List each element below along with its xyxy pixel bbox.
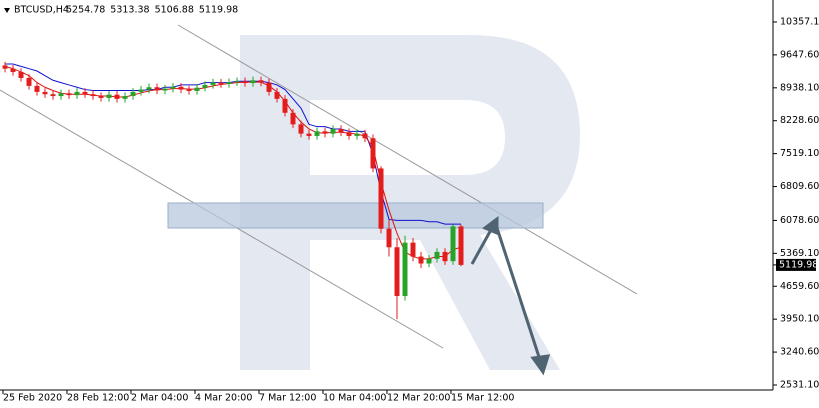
- y-tick-label: 9647.60: [780, 49, 819, 60]
- candle-body: [330, 128, 336, 134]
- candle-body: [98, 96, 104, 98]
- candle-body: [266, 82, 272, 92]
- y-tick-label: 6078.60: [780, 215, 819, 226]
- ohlc-value: 5119.98: [199, 5, 238, 16]
- candle-body: [450, 226, 456, 262]
- y-tick-label: 3240.60: [780, 347, 819, 358]
- candle-body: [434, 251, 440, 259]
- candle-body: [402, 242, 408, 296]
- candle-body: [186, 89, 192, 91]
- candle-body: [10, 68, 16, 72]
- candle-body: [50, 94, 56, 97]
- forecast-arrows: [470, 216, 551, 376]
- candle-body: [74, 91, 80, 96]
- candle-body: [370, 138, 376, 169]
- candle-body: [58, 93, 64, 97]
- candle-body: [26, 77, 32, 86]
- candle-body: [394, 247, 400, 296]
- y-tick-label: 2531.10: [780, 379, 819, 390]
- candle-body: [42, 91, 48, 95]
- candle-body: [202, 84, 208, 88]
- candle-body: [354, 133, 360, 136]
- candle-body: [426, 258, 432, 264]
- candle-body: [194, 87, 200, 91]
- candle-body: [442, 251, 448, 262]
- y-tick-label: 8938.10: [780, 82, 819, 93]
- arrow: [495, 227, 542, 361]
- candle-body: [90, 94, 96, 97]
- candle-body: [298, 124, 304, 134]
- candle-body: [362, 133, 368, 139]
- candle-body: [282, 98, 288, 113]
- candle-body: [18, 71, 24, 78]
- x-tick-label: 2 Mar 04:00: [131, 393, 188, 404]
- candle-body: [66, 93, 72, 96]
- candle-body: [34, 85, 40, 92]
- arrow: [470, 227, 494, 265]
- candle-body: [378, 168, 384, 229]
- candle-body: [122, 96, 128, 99]
- candle-body: [210, 82, 216, 85]
- y-tick-label: 10357.10: [780, 16, 819, 27]
- candle-body: [290, 112, 296, 125]
- arrow-head: [530, 354, 551, 376]
- x-tick-label: 10 Mar 04:00: [323, 393, 386, 404]
- candle-body: [170, 86, 176, 89]
- channel-line: [177, 24, 638, 295]
- candle-body: [322, 131, 328, 134]
- candle-body: [178, 86, 184, 90]
- plot: [2, 61, 464, 320]
- y-tick-label: 8228.60: [780, 115, 819, 126]
- candle-body: [162, 88, 168, 91]
- symbol: BTCUSD,H4: [14, 5, 69, 16]
- menu-icon[interactable]: [4, 8, 10, 13]
- candle-body: [82, 91, 88, 95]
- header-ohlc: 5254.78 5313.38 5106.88 5119.98: [66, 5, 238, 16]
- candle-body: [250, 80, 256, 84]
- candle-body: [346, 132, 352, 136]
- x-tick-label: 28 Feb 12:00: [67, 393, 129, 404]
- candle-body: [130, 91, 136, 97]
- y-tick-label: 4659.60: [780, 281, 819, 292]
- ohlc-value: 5313.38: [110, 5, 149, 16]
- y-tick-label: 5369.10: [780, 248, 819, 259]
- candle-body: [138, 89, 144, 92]
- x-tick-label: 7 Mar 12:00: [259, 393, 316, 404]
- candle-body: [114, 94, 120, 99]
- candle-body: [338, 128, 344, 133]
- candle-body: [146, 87, 152, 90]
- candle-body: [218, 82, 224, 85]
- indicator-line: [4, 65, 462, 260]
- candle-body: [410, 242, 416, 257]
- x-tick-label: 25 Feb 2020: [3, 393, 62, 404]
- y-tick-label: 3950.10: [780, 314, 819, 325]
- candle-body: [2, 65, 8, 69]
- arrow-head: [482, 216, 499, 236]
- candle-body: [154, 87, 160, 91]
- y-tick-label: 6809.60: [780, 181, 819, 192]
- candle-body: [306, 133, 312, 136]
- candle-body: [226, 82, 232, 85]
- x-tick-label: 15 Mar 12:00: [451, 393, 514, 404]
- candle-body: [242, 81, 248, 84]
- candle-body: [106, 94, 112, 98]
- ohlc-value: 5254.78: [66, 5, 105, 16]
- ohlc-value: 5106.88: [155, 5, 194, 16]
- x-tick-label: 4 Mar 20:00: [195, 393, 252, 404]
- last-price-label: 5119.98: [779, 259, 818, 270]
- candle-body: [258, 80, 264, 83]
- y-tick-label: 7519.10: [780, 148, 819, 159]
- candle-body: [458, 226, 464, 265]
- candle-body: [314, 131, 320, 136]
- candle-body: [418, 256, 424, 264]
- x-tick-label: 12 Mar 20:00: [387, 393, 450, 404]
- indicator-line: [5, 63, 461, 225]
- candle-body: [234, 81, 240, 83]
- support-zone: [167, 202, 544, 229]
- last-price-tag: [776, 258, 816, 271]
- candle-body: [386, 228, 392, 248]
- candle-body: [274, 91, 280, 99]
